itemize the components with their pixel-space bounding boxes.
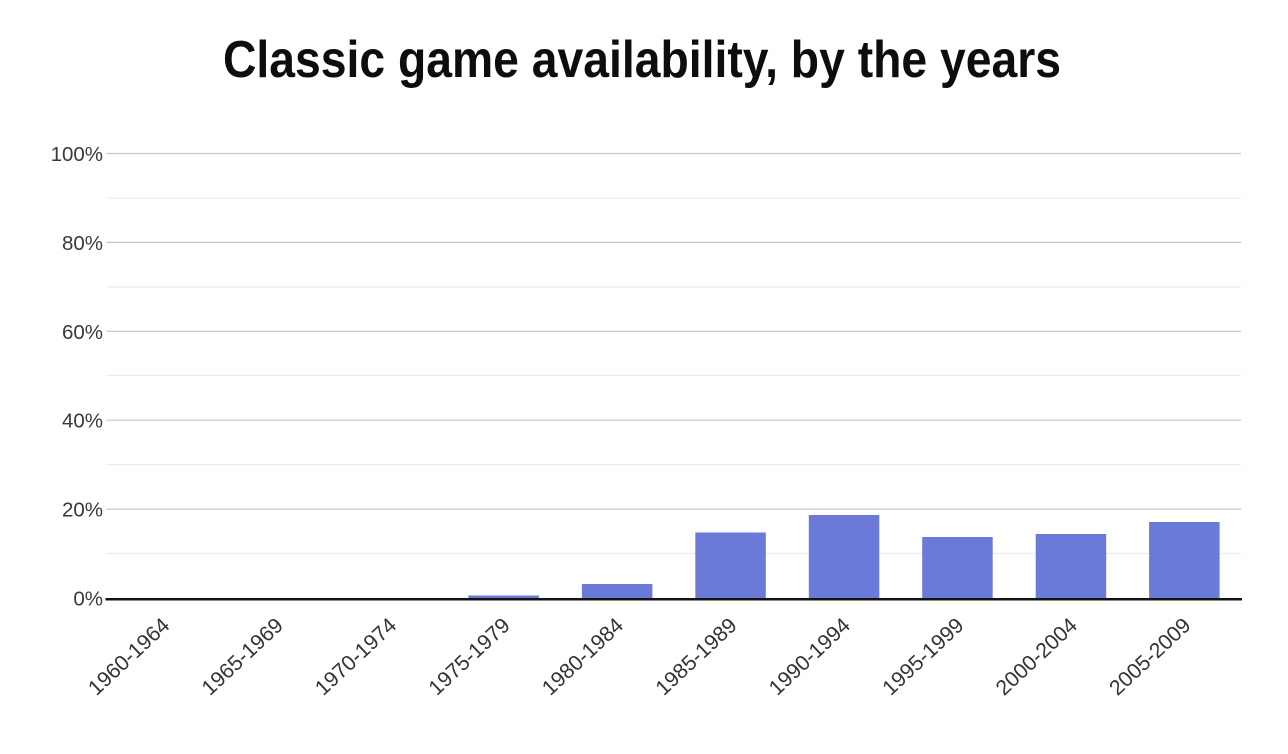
svg-text:0%: 0% <box>73 588 103 611</box>
svg-text:100%: 100% <box>51 143 103 166</box>
svg-text:Classic game availability, by: Classic game availability, by the years <box>223 31 1061 89</box>
svg-text:80%: 80% <box>62 232 103 255</box>
svg-text:40%: 40% <box>62 410 103 433</box>
svg-text:60%: 60% <box>62 321 103 344</box>
svg-text:20%: 20% <box>62 499 103 522</box>
